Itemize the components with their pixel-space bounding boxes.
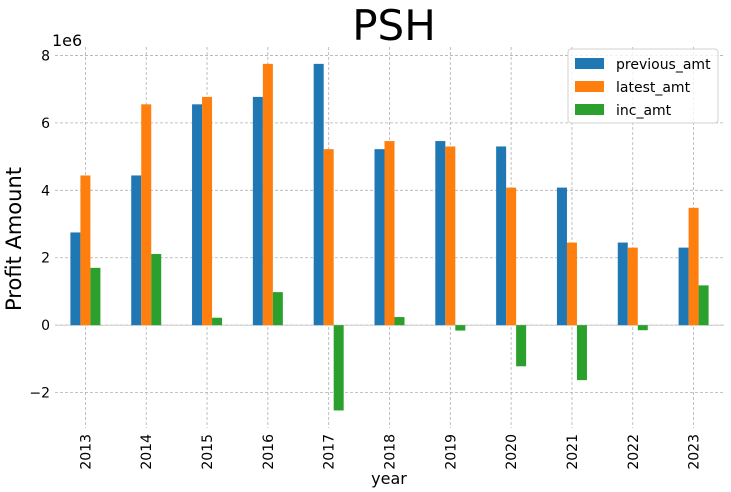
legend-label-inc_amt: inc_amt: [616, 103, 672, 119]
bar-previous_amt-2016: [252, 96, 263, 326]
bar-inc_amt-2016: [272, 292, 283, 326]
tick-labels: −2 0 2 4 6 8 2013 2014 2015 2016 2017 2018 2019 2020 2…: [29, 48, 702, 469]
bar-inc_amt-2013: [90, 267, 101, 326]
y-tick-label: −2: [29, 386, 50, 402]
x-tick-label: 2013: [78, 434, 94, 470]
legend-swatch-latest_amt: [575, 81, 604, 92]
bar-inc_amt-2023: [698, 285, 709, 326]
bar-latest_amt-2018: [384, 141, 395, 326]
legend-label-latest_amt: latest_amt: [616, 80, 691, 96]
y-tick-label: 2: [41, 251, 50, 267]
x-tick-label: 2018: [383, 434, 399, 470]
x-tick-label: 2023: [687, 434, 703, 470]
y-tick-label: 6: [41, 116, 50, 132]
y-tick-label: 4: [41, 183, 50, 199]
bar-latest_amt-2023: [688, 207, 699, 326]
bar-latest_amt-2022: [627, 247, 638, 326]
x-tick-label: 2016: [261, 434, 277, 470]
bar-inc_amt-2020: [516, 325, 527, 367]
bar-latest_amt-2013: [80, 175, 91, 326]
x-axis-label: year: [371, 469, 407, 488]
bar-latest_amt-2020: [506, 187, 517, 326]
chart-title: PSH: [352, 1, 436, 50]
bar-previous_amt-2015: [192, 104, 203, 326]
bar-latest_amt-2014: [141, 104, 152, 326]
legend-label-previous_amt: previous_amt: [616, 57, 711, 73]
bar-inc_amt-2017: [333, 325, 344, 411]
bar-latest_amt-2019: [445, 146, 456, 326]
x-tick-label: 2020: [504, 434, 520, 470]
bar-previous_amt-2022: [617, 242, 628, 326]
bar-previous_amt-2017: [313, 63, 324, 326]
y-tick-label: 0: [41, 318, 50, 334]
bar-previous_amt-2013: [70, 232, 81, 326]
y-offset-label: 1e6: [52, 31, 82, 50]
x-tick-label: 2021: [565, 434, 581, 470]
legend: previous_amt latest_amt inc_amt: [567, 48, 719, 124]
bar-inc_amt-2022: [637, 325, 648, 331]
x-tick-label: 2019: [443, 434, 459, 470]
bar-inc_amt-2014: [151, 254, 162, 326]
bar-previous_amt-2019: [435, 141, 446, 326]
bar-latest_amt-2017: [323, 149, 334, 326]
bar-inc_amt-2018: [394, 317, 405, 326]
x-tick-label: 2014: [139, 434, 155, 470]
y-tick-label: 8: [41, 48, 50, 64]
bar-latest_amt-2016: [262, 63, 273, 326]
bar-inc_amt-2019: [455, 325, 466, 331]
bar-previous_amt-2020: [496, 146, 507, 326]
x-tick-label: 2017: [322, 434, 338, 470]
bar-inc_amt-2015: [212, 317, 223, 326]
bar-previous_amt-2021: [556, 187, 567, 326]
x-tick-label: 2015: [200, 434, 216, 470]
x-tick-label: 2022: [626, 434, 642, 470]
y-axis-label: Profit Amount: [2, 167, 26, 311]
legend-swatch-inc_amt: [575, 104, 604, 115]
legend-swatch-previous_amt: [575, 58, 604, 69]
bar-previous_amt-2023: [678, 247, 689, 326]
bar-previous_amt-2014: [131, 175, 142, 326]
bars: [70, 63, 709, 411]
bar-latest_amt-2015: [202, 96, 213, 326]
bar-latest_amt-2021: [566, 242, 577, 326]
bar-previous_amt-2018: [374, 149, 385, 326]
bar-inc_amt-2021: [576, 325, 587, 381]
legend-frame: [567, 48, 719, 124]
